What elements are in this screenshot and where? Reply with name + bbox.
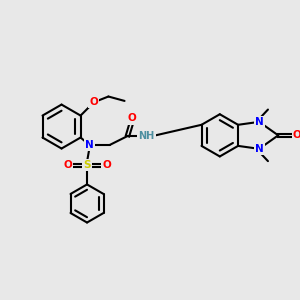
Text: S: S	[83, 160, 91, 170]
Text: O: O	[128, 113, 136, 124]
Text: O: O	[63, 160, 72, 170]
Text: O: O	[102, 160, 111, 170]
Text: N: N	[255, 117, 263, 127]
Text: O: O	[89, 98, 98, 107]
Text: N: N	[85, 140, 94, 150]
Text: NH: NH	[138, 131, 154, 141]
Text: N: N	[255, 144, 263, 154]
Text: O: O	[293, 130, 300, 140]
